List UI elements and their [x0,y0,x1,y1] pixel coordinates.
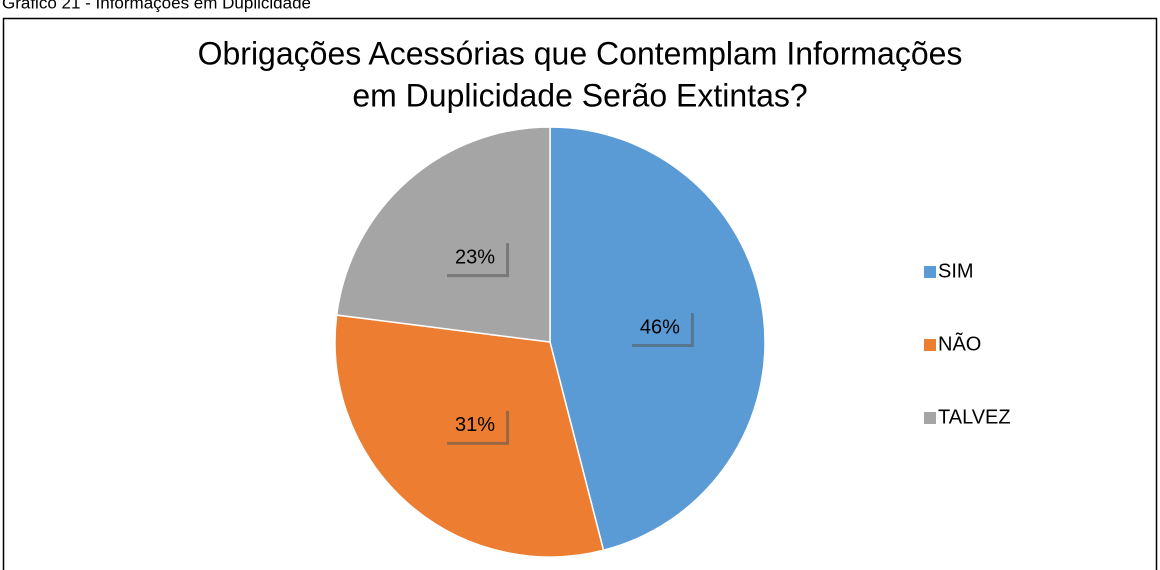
label-box [444,407,507,442]
chart-title: em Duplicidade Serão Extintas? [352,77,807,113]
data-label: 31% [455,414,495,436]
legend-label: SIM [938,260,974,282]
label-box [444,240,507,275]
pie-slice [335,126,551,343]
legend-swatch [924,266,936,278]
caption: Gráfico 21 - Informações em Duplicidade [2,0,311,12]
legend-label: NÃO [938,331,981,355]
legend-swatch [924,339,936,351]
legend-label: TALVEZ [938,406,1011,428]
label-box [628,309,691,344]
data-label: 46% [640,316,680,338]
chart-title: Obrigações Acessórias que Contemplam Inf… [198,35,963,71]
legend-swatch [924,412,936,424]
data-label: 23% [455,246,495,268]
